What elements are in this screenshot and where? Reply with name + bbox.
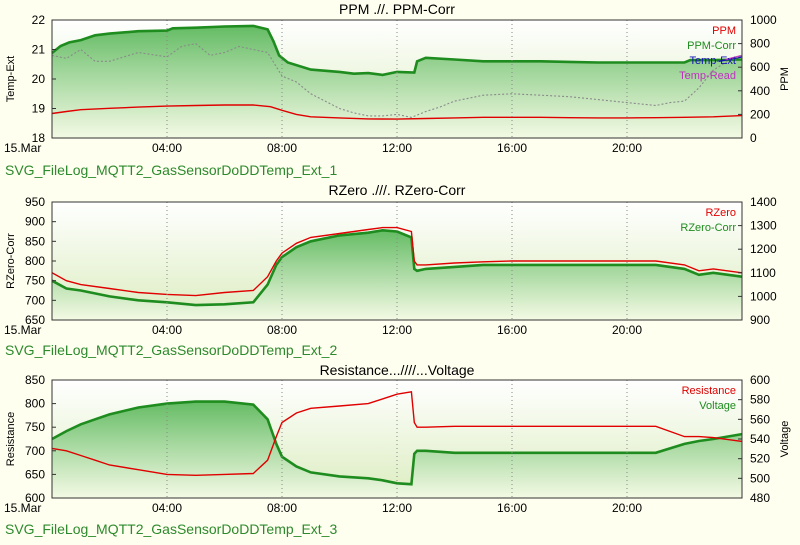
y-tick-right: 500 (750, 471, 770, 485)
chart-title: PPM .//. PPM-Corr (339, 1, 455, 17)
x-tick-label: 12:00 (382, 141, 412, 155)
y-axis-label-left: RZero-Corr (5, 233, 17, 289)
legend-entry: Temp-Ext (690, 55, 736, 67)
series-line-voltage (51, 400, 743, 486)
x-tick-label: 04:00 (152, 501, 182, 515)
series-line-resistance (51, 390, 743, 477)
y-tick-left: 21 (32, 43, 46, 57)
x-tick-label: 12:00 (382, 501, 412, 515)
y-tick-right: 1300 (750, 219, 777, 233)
x-tick-label: 08:00 (267, 141, 297, 155)
y-tick-right: 520 (750, 452, 770, 466)
y-tick-right: 1200 (750, 242, 777, 256)
chart-3: Resistance...////...Voltage 04:00 08:00 12:… (4, 362, 791, 515)
chart-link-3[interactable]: SVG_FileLog_MQTT2_GasSensorDoDDTemp_Ext_… (5, 521, 338, 537)
chart-2: RZero .///. RZero-Corr 04:00 08:00 12:00 16:… (4, 182, 777, 337)
plot-border (51, 379, 743, 499)
x-axis-label: 15.Mar (4, 501, 41, 515)
y-tick-right: 1000 (750, 289, 777, 303)
series-line-temp-ext (718, 56, 743, 62)
y-tick-left: 650 (25, 467, 45, 481)
x-axis-label: 15.Mar (4, 323, 41, 337)
legend-entry: PPM (712, 25, 736, 37)
y-axis-label-left: Resistance (5, 412, 17, 466)
legend-entry: RZero (705, 207, 736, 219)
y-tick-left: 950 (25, 195, 45, 209)
plot-border (51, 19, 743, 139)
x-tick-label: 16:00 (497, 323, 527, 337)
y-tick-right: 540 (750, 432, 770, 446)
y-tick-right: 580 (750, 393, 770, 407)
y-tick-left: 18 (32, 131, 46, 145)
legend-entry: Temp-Read (679, 70, 736, 82)
x-tick-label: 04:00 (152, 141, 182, 155)
y-tick-right: 480 (750, 491, 770, 505)
x-tick-label: 16:00 (497, 141, 527, 155)
y-tick-right: 1000 (750, 13, 777, 27)
legend-entry: Voltage (699, 400, 736, 412)
y-tick-right: 600 (750, 373, 770, 387)
series-area-ppm-corr (52, 25, 742, 138)
chart-title: Resistance...////...Voltage (320, 362, 475, 378)
y-tick-right: 1100 (750, 266, 776, 280)
y-tick-left: 19 (32, 102, 46, 116)
chart-1: PPM .//. PPM-Corr 04:00 08:00 12:00 16:00 20:… (4, 1, 791, 155)
x-tick-label: 20:00 (612, 141, 642, 155)
x-tick-label: 16:00 (497, 501, 527, 515)
y-tick-right: 800 (750, 37, 770, 51)
y-tick-right: 1400 (750, 195, 777, 209)
series-area-rzero-corr (52, 230, 742, 320)
y-tick-right: 200 (750, 107, 770, 121)
legend-entry: Resistance (682, 385, 736, 397)
y-tick-left: 800 (25, 397, 45, 411)
y-axis-label-right: PPM (779, 67, 791, 91)
y-tick-left: 900 (25, 215, 45, 229)
chart-title: RZero .///. RZero-Corr (329, 182, 466, 198)
y-tick-left: 600 (25, 491, 45, 505)
y-tick-left: 850 (25, 373, 45, 387)
chart-link-2[interactable]: SVG_FileLog_MQTT2_GasSensorDoDDTemp_Ext_… (5, 342, 338, 358)
series-line-rzero (51, 226, 743, 297)
x-tick-label: 04:00 (152, 323, 182, 337)
y-axis-label-left: Temp-Ext (5, 56, 17, 102)
y-tick-left: 20 (32, 72, 46, 86)
series-line-ppm (51, 104, 743, 120)
plot-border (51, 201, 743, 321)
y-tick-left: 22 (32, 13, 46, 27)
y-tick-left: 850 (25, 234, 45, 248)
y-tick-right: 600 (750, 60, 770, 74)
chart-link-1[interactable]: SVG_FileLog_MQTT2_GasSensorDoDDTemp_Ext_… (5, 162, 338, 178)
y-tick-right: 560 (750, 412, 770, 426)
y-tick-left: 750 (25, 420, 45, 434)
x-tick-label: 08:00 (267, 323, 297, 337)
x-tick-label: 20:00 (612, 501, 642, 515)
series-line-temp-read (724, 54, 743, 61)
y-tick-left: 800 (25, 254, 45, 268)
series-line-rzero-corr (51, 228, 743, 307)
legend-entry: RZero-Corr (680, 222, 736, 234)
x-tick-label: 20:00 (612, 323, 642, 337)
legend-entry: PPM-Corr (687, 40, 736, 52)
y-tick-left: 650 (25, 313, 45, 327)
y-tick-right: 400 (750, 84, 770, 98)
series-line-ppm-corr (51, 24, 743, 77)
x-tick-label: 08:00 (267, 501, 297, 515)
y-axis-label-right: Voltage (779, 421, 791, 458)
y-tick-left: 700 (25, 293, 45, 307)
y-tick-left: 700 (25, 444, 45, 458)
y-tick-right: 900 (750, 313, 770, 327)
x-tick-label: 12:00 (382, 323, 412, 337)
y-tick-right: 0 (750, 131, 757, 145)
x-axis-label: 15.Mar (4, 141, 41, 155)
y-tick-left: 750 (25, 274, 45, 288)
